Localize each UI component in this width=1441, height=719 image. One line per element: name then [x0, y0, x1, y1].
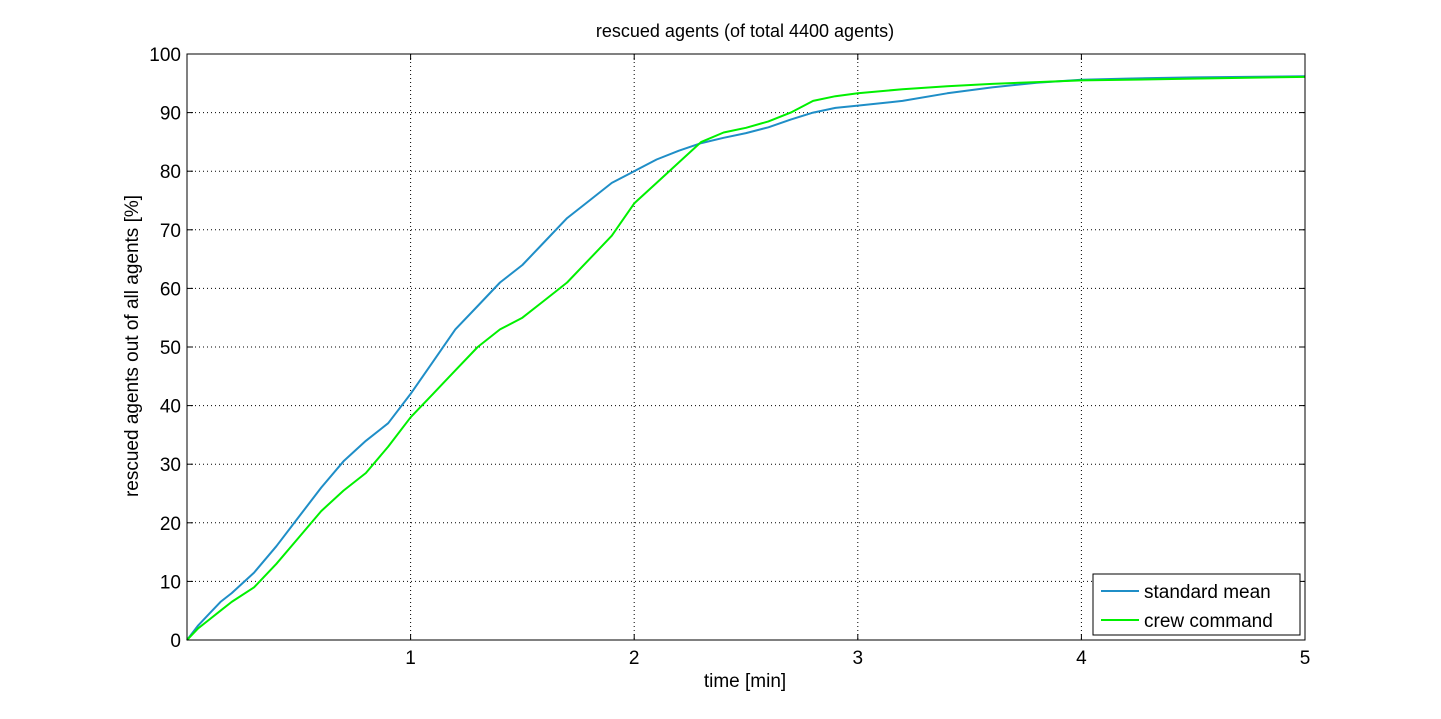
y-tick-label: 20: [160, 514, 181, 535]
y-tick-label: 30: [160, 455, 181, 476]
legend-label-2: crew command: [1144, 611, 1273, 632]
y-axis-label: rescued agents out of all agents [%]: [122, 195, 143, 497]
legend-label-1: standard mean: [1144, 582, 1271, 603]
plot-area: [187, 54, 1305, 640]
y-tick-label: 40: [160, 397, 181, 418]
grid-lines: [187, 54, 1305, 640]
y-tick-label: 60: [160, 279, 181, 300]
y-tick-label: 70: [160, 221, 181, 242]
y-tick-label: 10: [160, 572, 181, 593]
series-line-2: [186, 75, 1306, 641]
y-tick-label: 80: [160, 162, 181, 183]
legend: standard mean crew command: [1092, 573, 1301, 636]
x-axis-label: time [min]: [704, 671, 786, 692]
legend-box: [1092, 573, 1301, 636]
x-tick-label: 4: [1076, 648, 1087, 669]
chart-title: rescued agents (of total 4400 agents): [596, 21, 894, 41]
x-tick-label: 2: [629, 648, 640, 669]
x-tick-label: 5: [1300, 648, 1311, 669]
x-tick-label: 1: [405, 648, 416, 669]
series-lines: [186, 75, 1306, 641]
x-tick-label: 3: [853, 648, 864, 669]
y-tick-label: 90: [160, 104, 181, 125]
y-tick-label: 50: [160, 338, 181, 359]
y-tick-label: 100: [149, 45, 181, 66]
y-tick-label: 0: [170, 631, 181, 652]
series-line-1: [186, 75, 1306, 641]
